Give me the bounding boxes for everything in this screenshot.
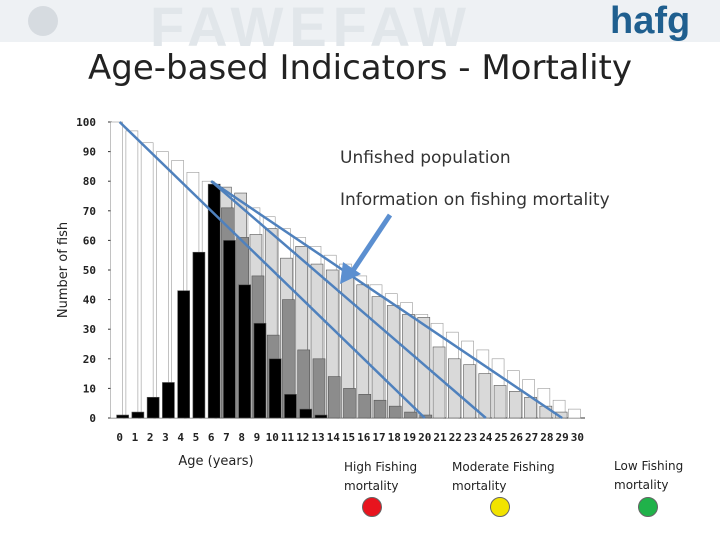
bar-unfished-population xyxy=(568,408,581,419)
x-tick-label: 9 xyxy=(254,431,261,444)
bar-high-fishing-mortality xyxy=(299,408,313,419)
y-tick-label: 20 xyxy=(83,353,96,366)
y-tick-label: 0 xyxy=(89,412,96,425)
slide-title: Age-based Indicators - Mortality xyxy=(88,48,632,88)
x-tick-label: 2 xyxy=(147,431,154,444)
bar-high-fishing-mortality xyxy=(131,411,145,419)
y-tick-label: 80 xyxy=(83,175,96,188)
x-tick-label: 15 xyxy=(342,431,355,444)
x-tick-label: 21 xyxy=(433,431,447,444)
y-tick-label: 50 xyxy=(83,264,96,277)
bar-low-fishing-mortality xyxy=(371,296,385,419)
bar-high-fishing-mortality xyxy=(192,251,206,419)
x-tick-label: 25 xyxy=(494,431,507,444)
y-tick-label: 60 xyxy=(83,234,96,247)
x-tick-label: 20 xyxy=(418,431,431,444)
x-tick-label: 1 xyxy=(132,431,139,444)
bar-unfished-population xyxy=(140,142,154,419)
bar-low-fishing-mortality xyxy=(509,391,522,419)
bar-moderate-fishing-mortality xyxy=(312,358,326,419)
y-tick-label: 100 xyxy=(76,116,96,129)
x-tick-label: 14 xyxy=(327,431,341,444)
bar-moderate-fishing-mortality xyxy=(373,399,387,419)
x-tick-label: 6 xyxy=(208,431,215,444)
x-tick-label: 11 xyxy=(281,431,295,444)
x-tick-label: 30 xyxy=(571,431,584,444)
bar-high-fishing-mortality xyxy=(314,414,328,419)
bar-moderate-fishing-mortality xyxy=(297,349,311,419)
x-tick-label: 4 xyxy=(177,431,184,444)
x-tick-label: 24 xyxy=(479,431,493,444)
bar-high-fishing-mortality xyxy=(284,394,297,419)
decline-line-low-fishing-mortality xyxy=(210,180,563,420)
bar-moderate-fishing-mortality xyxy=(343,388,356,419)
x-tick-label: 0 xyxy=(116,431,123,444)
moderate-mortality-indicator-icon xyxy=(490,497,510,517)
x-tick-label: 10 xyxy=(266,431,279,444)
x-tick-label: 8 xyxy=(238,431,245,444)
y-tick-label: 30 xyxy=(83,323,96,336)
x-axis-title: Age (years) xyxy=(178,454,253,469)
low-mortality-indicator-icon xyxy=(638,497,658,517)
background-watermark: FAWEFAW xyxy=(150,0,472,58)
y-tick-label: 10 xyxy=(83,382,96,395)
bar-high-fishing-mortality xyxy=(268,358,282,419)
x-tick-label: 29 xyxy=(555,431,568,444)
bar-high-fishing-mortality xyxy=(116,414,129,419)
x-tick-label: 18 xyxy=(388,431,401,444)
x-tick-label: 28 xyxy=(540,431,553,444)
bar-unfished-population xyxy=(125,130,139,419)
bar-moderate-fishing-mortality xyxy=(358,394,372,419)
brand-logo: hafg xyxy=(610,0,691,42)
bar-high-fishing-mortality xyxy=(177,290,190,419)
institution-logo-icon xyxy=(28,6,58,36)
x-tick-label: 16 xyxy=(357,431,371,444)
pointer-arrow-head-icon xyxy=(340,262,361,284)
bar-moderate-fishing-mortality xyxy=(404,411,417,419)
x-tick-label: 23 xyxy=(464,431,477,444)
high-mortality-indicator-icon xyxy=(362,497,382,517)
header-band: FAWEFAW hafg xyxy=(0,0,720,58)
bar-moderate-fishing-mortality xyxy=(327,376,341,419)
bar-high-fishing-mortality xyxy=(253,322,267,419)
bar-high-fishing-mortality xyxy=(146,396,160,419)
x-tick-label: 26 xyxy=(510,431,524,444)
x-tick-label: 22 xyxy=(449,431,462,444)
low-fishing-label: Low Fishing mortality xyxy=(614,459,684,492)
x-tick-label: 19 xyxy=(403,431,416,444)
bar-moderate-fishing-mortality xyxy=(388,405,402,419)
x-tick-label: 27 xyxy=(525,431,538,444)
fishing-mortality-info-label: Information on fishing mortality xyxy=(340,190,610,210)
bar-low-fishing-mortality xyxy=(448,358,461,419)
bar-unfished-population xyxy=(110,121,123,419)
bar-unfished-population xyxy=(156,151,169,419)
x-tick-label: 7 xyxy=(223,431,230,444)
bar-high-fishing-mortality xyxy=(223,240,236,419)
y-tick-label: 70 xyxy=(83,205,96,218)
x-tick-label: 12 xyxy=(296,431,309,444)
bar-low-fishing-mortality xyxy=(478,373,492,419)
bar-high-fishing-mortality xyxy=(238,284,251,419)
y-tick-label: 40 xyxy=(83,294,96,307)
bar-moderate-fishing-mortality xyxy=(419,414,433,419)
bar-low-fishing-mortality xyxy=(493,385,507,419)
unfished-population-label: Unfished population xyxy=(340,148,511,168)
x-tick-label: 5 xyxy=(193,431,200,444)
bar-low-fishing-mortality xyxy=(463,364,476,419)
bar-high-fishing-mortality xyxy=(162,382,175,419)
x-tick-label: 3 xyxy=(162,431,169,444)
y-axis-title: Number of fish xyxy=(56,222,71,318)
pointer-arrow-shaft xyxy=(349,213,393,274)
x-tick-label: 13 xyxy=(311,431,324,444)
x-tick-label: 17 xyxy=(372,431,385,444)
moderate-fishing-label: Moderate Fishing mortality xyxy=(452,460,555,493)
y-tick-label: 90 xyxy=(83,146,96,159)
bar-low-fishing-mortality xyxy=(386,305,400,419)
decline-line-moderate-fishing-mortality xyxy=(210,180,487,419)
decline-line-high-fishing-mortality xyxy=(118,121,426,419)
high-fishing-label: High Fishing mortality xyxy=(344,460,418,493)
